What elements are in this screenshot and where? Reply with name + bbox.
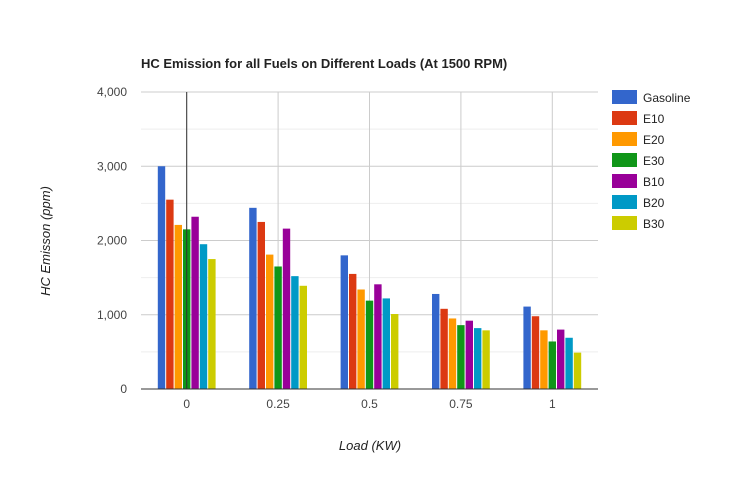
y-tick-label: 1,000 [97,308,127,322]
bar-e10-0.75 [440,308,448,389]
bar-e10-0 [166,199,174,389]
legend-label-gasoline: Gasoline [643,91,691,105]
bar-e20-0.5 [357,289,365,389]
legend: Gasoline E10 E20 E30 B10 B20 B30 [612,90,691,231]
legend-swatch-b20 [612,195,637,209]
bar-e30-1 [548,341,556,389]
bar-gasoline-0.25 [249,207,257,389]
bar-b30-0 [208,259,216,389]
bar-b10-0.5 [374,284,382,389]
bar-b10-0 [191,216,199,389]
legend-label-b30: B30 [643,217,665,231]
bar-b20-0.25 [291,276,299,389]
x-axis-title: Load (KW) [339,438,401,453]
legend-label-b10: B10 [643,175,665,189]
bar-b20-0.75 [474,328,482,389]
bar-b30-0.75 [482,330,490,389]
bar-gasoline-0.5 [340,255,348,389]
bar-b10-1 [557,329,565,389]
bars [157,166,582,389]
bar-gasoline-0.75 [432,293,440,389]
legend-label-e30: E30 [643,154,665,168]
chart-title: HC Emission for all Fuels on Different L… [141,56,507,71]
bar-b20-0.5 [382,298,390,389]
bar-gasoline-1 [523,306,531,389]
bar-e10-0.25 [257,221,265,389]
bar-e20-1 [540,330,548,389]
legend-swatch-e30 [612,153,637,167]
bar-e20-0.75 [448,318,457,389]
bar-b30-1 [573,352,582,389]
bar-b20-1 [565,337,573,389]
bar-e30-0.25 [274,266,282,389]
bar-b10-0.25 [282,228,291,389]
axes: 0 1,000 2,000 3,000 4,000 0 0.25 0.5 0.75 1 [97,85,598,411]
y-axis-title: HC Emisson (ppm) [38,186,53,296]
x-tick-label: 1 [549,397,556,411]
bar-e10-0.5 [349,273,357,389]
bar-e10-1 [531,316,540,389]
bar-b30-0.25 [299,285,307,389]
legend-swatch-b10 [612,174,637,188]
y-tick-label: 0 [120,382,127,396]
legend-label-b20: B20 [643,196,665,210]
y-tick-label: 4,000 [97,85,127,99]
bar-b30-0.5 [391,314,399,389]
x-tick-label: 0.25 [266,397,290,411]
legend-label-e10: E10 [643,112,665,126]
x-tick-label: 0 [183,397,190,411]
legend-swatch-e10 [612,111,637,125]
y-tick-label: 3,000 [97,159,127,173]
bar-e20-0 [174,224,182,389]
x-tick-label: 0.5 [361,397,378,411]
legend-swatch-gasoline [612,90,637,104]
bar-e30-0.75 [457,325,465,389]
bar-b10-0.75 [465,320,473,389]
bar-e20-0.25 [266,254,274,389]
legend-swatch-b30 [612,216,637,230]
y-tick-label: 2,000 [97,234,127,248]
bar-gasoline-0 [157,166,166,389]
legend-label-e20: E20 [643,133,665,147]
bar-e30-0.5 [365,300,374,389]
x-tick-label: 0.75 [449,397,473,411]
bar-b20-0 [199,244,208,389]
legend-swatch-e20 [612,132,637,146]
